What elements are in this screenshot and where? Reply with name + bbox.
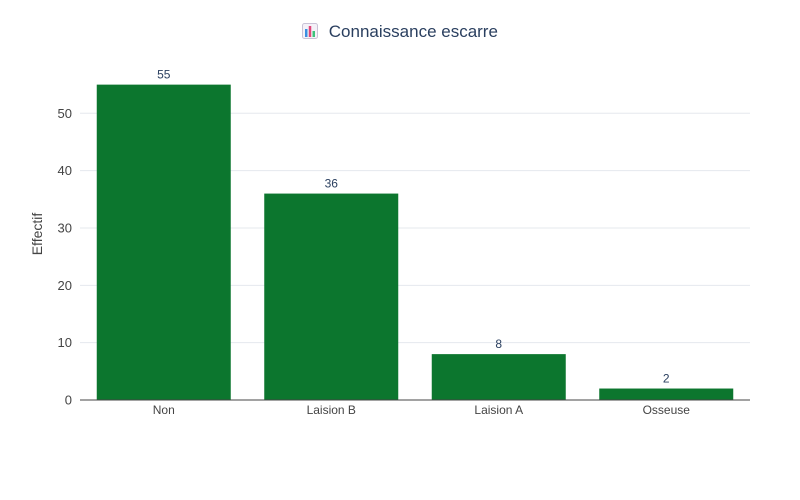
y-tick-label: 40 [58, 163, 72, 178]
bar-chart-icon [302, 23, 319, 44]
chart-title: Connaissance escarre [0, 22, 800, 44]
axes: 0 10 20 30 40 50 Non Laision B Laision A Osseuse E… [29, 106, 750, 417]
bar-value-label: 8 [495, 337, 502, 351]
y-tick-label: 20 [58, 278, 72, 293]
bar-osseuse[interactable] [599, 388, 734, 400]
bar-value-label: 55 [157, 68, 171, 82]
bar-laision-a[interactable] [431, 354, 566, 400]
data-labels: 55 36 8 2 [157, 68, 670, 386]
y-tick-label: 50 [58, 106, 72, 121]
y-tick-label: 10 [58, 335, 72, 350]
bars [96, 84, 734, 401]
chart-title-text: Connaissance escarre [328, 22, 498, 41]
y-tick-label: 0 [65, 393, 72, 408]
x-tick-label: Non [153, 403, 175, 417]
x-tick-label: Laision A [474, 403, 523, 417]
x-tick-label: Osseuse [643, 403, 691, 417]
bar-non[interactable] [96, 84, 231, 401]
bar-value-label: 36 [325, 177, 339, 191]
y-tick-label: 30 [58, 220, 72, 235]
bar-laision-b[interactable] [264, 193, 399, 400]
x-tick-label: Laision B [307, 403, 356, 417]
bar-value-label: 2 [663, 372, 670, 386]
y-axis-title: Effectif [29, 213, 45, 256]
